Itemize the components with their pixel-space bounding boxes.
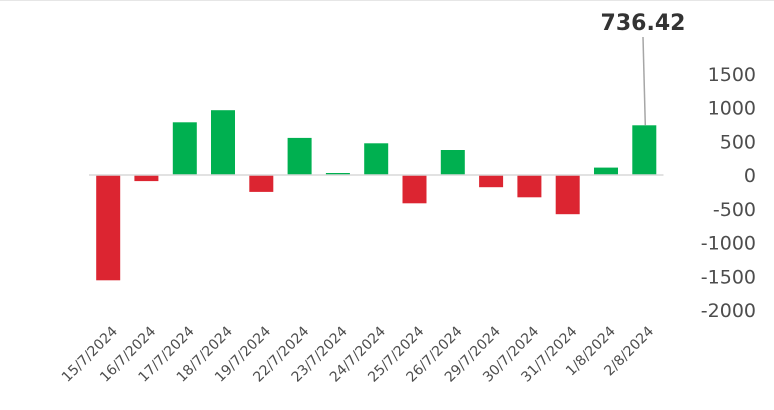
y-axis-ticks: 1500 1000 500 0 -500 -1000 -1500 -2000 — [701, 64, 756, 322]
y-tick-label: -2000 — [701, 300, 756, 322]
bar-2-8-2024 — [632, 125, 657, 175]
bar-24-7-2024 — [364, 143, 389, 175]
bar-19-7-2024 — [249, 175, 274, 192]
y-tick-label: -1000 — [701, 233, 756, 255]
bar-18-7-2024 — [211, 110, 235, 175]
bar-26-7-2024 — [440, 150, 465, 175]
top-border — [0, 0, 774, 1]
bar-31-7-2024 — [555, 175, 580, 215]
bars-group — [96, 110, 657, 281]
bar-22-7-2024 — [287, 137, 312, 175]
callout-label: 736.42 — [601, 11, 686, 36]
callout-leader-line — [642, 36, 647, 126]
y-tick-label: -1500 — [701, 266, 756, 288]
bar-1-8-2024 — [594, 167, 618, 175]
y-tick-label: 0 — [744, 165, 756, 187]
bar-30-7-2024 — [517, 175, 542, 198]
y-tick-label: 1000 — [708, 98, 756, 120]
x-axis-ticks: 15/7/202416/7/202417/7/202418/7/202419/7… — [59, 323, 657, 385]
bar-15-7-2024 — [96, 175, 121, 281]
bar-17-7-2024 — [172, 122, 197, 175]
bar-23-7-2024 — [325, 173, 350, 175]
y-tick-label: 500 — [720, 131, 756, 153]
y-tick-label: -500 — [713, 199, 756, 221]
bar-29-7-2024 — [479, 175, 504, 188]
bar-25-7-2024 — [402, 175, 427, 204]
bar-16-7-2024 — [134, 175, 159, 182]
y-tick-label: 1500 — [708, 64, 756, 86]
